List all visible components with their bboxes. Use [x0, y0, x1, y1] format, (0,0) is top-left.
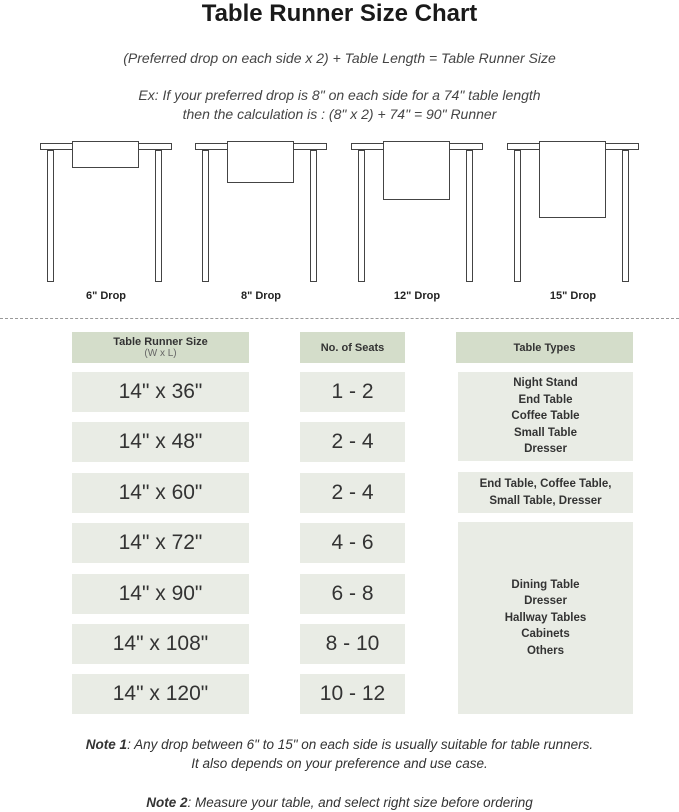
runner [539, 141, 606, 218]
table-leg [155, 150, 162, 282]
drop-label: 15" Drop [549, 290, 597, 302]
seats-cell: 6 - 8 [300, 573, 405, 614]
table-illustration [195, 141, 327, 283]
seats-cell: 2 - 4 [300, 422, 405, 463]
table-leg [466, 150, 473, 282]
example-line-1: Ex: If your preferred drop is 8" on each… [138, 87, 541, 103]
types-cell-3: Dining Table Dresser Hallway Tables Cabi… [458, 522, 633, 714]
type: Dresser [524, 443, 567, 456]
drop-label: 8" Drop [240, 290, 282, 302]
type: Small Table [513, 426, 578, 439]
type: Coffee Table [511, 410, 580, 423]
size-cell: 14" x 72" [72, 523, 249, 564]
types-cell-1: Night Stand End Table Coffee Table Small… [458, 372, 633, 461]
seats-cell: 4 - 6 [300, 523, 405, 564]
type: End Table, Coffee Table, [479, 478, 612, 490]
seats-cell: 1 - 2 [300, 372, 405, 412]
type: End Table [518, 393, 573, 406]
note-1-label: Note 1 [85, 737, 128, 752]
note-1-line-2: It also depends on your preference and u… [191, 756, 488, 771]
example-line-2: then the calculation is : (8" x 2) + 74"… [182, 106, 497, 122]
seats-cell: 2 - 4 [300, 472, 405, 513]
table-leg [514, 150, 521, 282]
note-1-text: : Any drop between 6" to 15" on each sid… [127, 737, 594, 752]
formula: (Preferred drop on each side x 2) + Tabl… [123, 50, 556, 66]
table-leg [202, 150, 209, 282]
type: Dining Table [511, 578, 580, 591]
note-2-label: Note 2 [146, 795, 188, 810]
note-2-text: : Measure your table, and select right s… [187, 795, 533, 810]
note-2: Note 2: Measure your table, and select r… [0, 793, 679, 812]
drop-label: 6" Drop [85, 290, 127, 302]
type: Cabinets [521, 628, 570, 641]
divider [0, 318, 679, 319]
seats-cell: 8 - 10 [300, 624, 405, 664]
header-types: Table Types [456, 332, 633, 363]
table-leg [47, 150, 54, 282]
type: Small Table, Dresser [489, 494, 602, 507]
page-title: Table Runner Size Chart [201, 0, 478, 27]
types-cell-2: End Table, Coffee Table, Small Table, Dr… [458, 472, 633, 513]
table-leg [622, 150, 629, 282]
runner [383, 141, 450, 200]
table-illustration [507, 141, 639, 283]
header-size-sub: (W x L) [144, 348, 177, 359]
drop-label: 12" Drop [393, 290, 441, 302]
size-cell: 14" x 120" [72, 674, 249, 715]
header-size: Table Runner Size (W x L) [72, 332, 249, 363]
type: Hallway Tables [504, 611, 587, 624]
size-cell: 14" x 108" [72, 624, 249, 664]
header-seats: No. of Seats [300, 332, 405, 363]
runner [227, 141, 294, 183]
table-illustration [40, 141, 172, 283]
table-illustration [351, 141, 483, 283]
type: Night Stand [513, 377, 578, 390]
table-leg [310, 150, 317, 282]
type: Dresser [524, 595, 567, 608]
size-cell: 14" x 36" [72, 372, 249, 412]
table-leg [358, 150, 365, 282]
size-cell: 14" x 90" [72, 573, 249, 614]
size-cell: 14" x 60" [72, 472, 249, 513]
seats-cell: 10 - 12 [300, 674, 405, 715]
note-1: Note 1: Any drop between 6" to 15" on ea… [0, 735, 679, 773]
type: Others [526, 644, 565, 657]
runner [72, 141, 139, 168]
header-size-label: Table Runner Size [113, 336, 208, 348]
size-cell: 14" x 48" [72, 422, 249, 463]
